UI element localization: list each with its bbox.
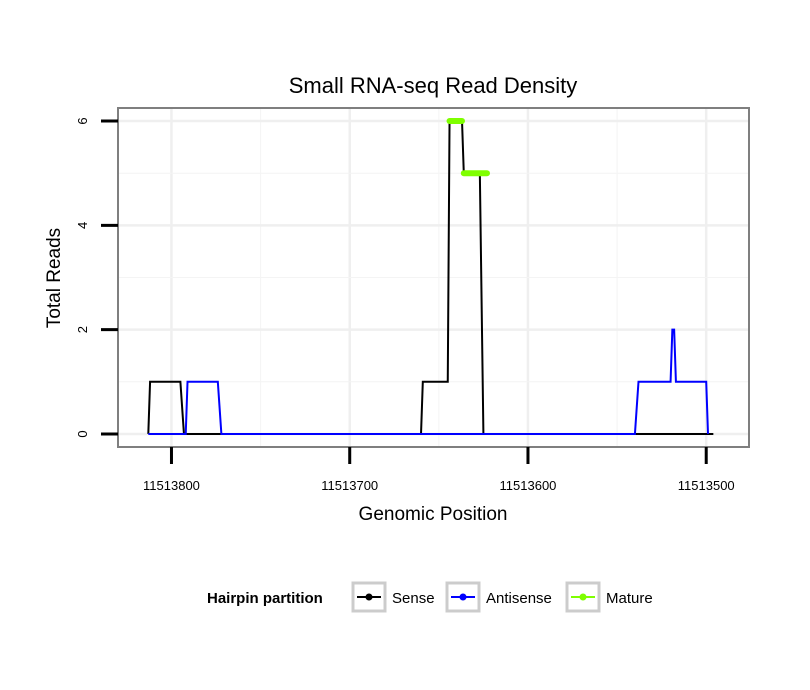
- legend: Hairpin partition Sense Antisense Mature: [207, 581, 653, 613]
- axes: 11513800 11513700 11513600 11513500 0 2 4 6: [75, 117, 735, 493]
- x-tick-label-3: 11513600: [500, 478, 557, 493]
- chart-title: Small RNA-seq Read Density: [289, 73, 578, 98]
- x-tick-label-1: 11513800: [143, 478, 200, 493]
- plot-panel-border: [117, 107, 750, 448]
- y-tick-label-3: 4: [75, 222, 90, 229]
- x-tick-label-2: 11513700: [321, 478, 378, 493]
- legend-item-antisense: Antisense: [445, 581, 552, 613]
- series-line-antisense: [148, 328, 709, 435]
- legend-item-mature: Mature: [565, 581, 653, 613]
- legend-item-sense: Sense: [351, 581, 435, 613]
- series-layer: [147, 118, 714, 435]
- y-tick-label-4: 6: [75, 117, 90, 124]
- legend-point-mature: [579, 593, 587, 601]
- y-tick-label-2: 2: [75, 326, 90, 333]
- legend-point-sense: [365, 593, 373, 601]
- legend-title: Hairpin partition: [207, 590, 323, 607]
- legend-label-mature: Mature: [606, 590, 653, 607]
- y-tick-label-1: 0: [75, 430, 90, 437]
- legend-point-antisense: [459, 593, 467, 601]
- x-tick-label-4: 11513500: [678, 478, 735, 493]
- x-axis-title: Genomic Position: [359, 504, 508, 525]
- y-axis-title: Total Reads: [44, 228, 65, 328]
- legend-label-sense: Sense: [392, 590, 435, 607]
- legend-label-antisense: Antisense: [486, 590, 552, 607]
